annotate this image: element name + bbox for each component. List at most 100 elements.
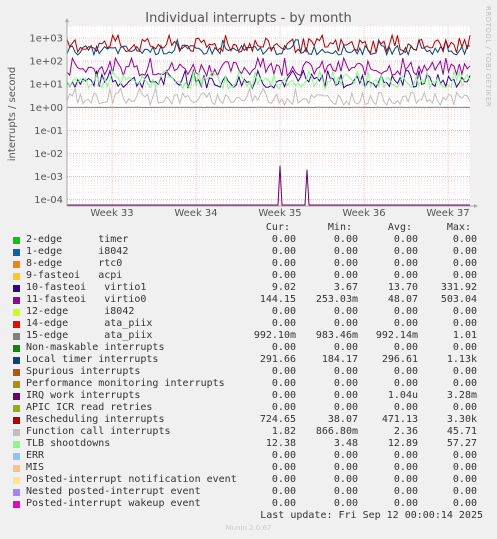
legend-label: Non-maskable interrupts <box>26 342 165 353</box>
legend-min-value: 983.46m <box>315 330 358 341</box>
legend-label: Performance monitoring interrupts <box>26 378 225 389</box>
y-tick-label: 1e+00 <box>29 103 63 114</box>
legend-label: Local timer interrupts <box>26 354 159 365</box>
legend-min-value: 0.00 <box>333 234 358 245</box>
column-header: Cur: <box>265 222 290 233</box>
legend-min-value: 3.67 <box>333 282 358 293</box>
legend-header: Cur: Min: Avg: Max: <box>0 222 497 234</box>
legend-label: ERR <box>26 450 45 461</box>
legend-label: 15-edge ata_piix <box>26 330 153 341</box>
y-tick-label: 1e-01 <box>34 126 63 137</box>
legend-max-value: 0.00 <box>452 318 477 329</box>
legend-min-value: 0.00 <box>333 462 358 473</box>
legend-cur-value: 0.00 <box>271 246 296 257</box>
x-tick-label: Week 36 <box>342 208 385 219</box>
legend-swatch <box>13 261 20 268</box>
legend-min-value: 0.00 <box>333 246 358 257</box>
legend-avg-value: 12.89 <box>387 438 418 449</box>
legend-cur-value: 724.65 <box>259 414 296 425</box>
chart-title: Individual interrupts - by month <box>145 11 352 26</box>
legend-avg-value: 2.36 <box>393 426 418 437</box>
legend-label: 12-edge i8042 <box>26 306 135 317</box>
legend-max-value: 3.30k <box>446 414 477 425</box>
legend-label: Spurious interrupts <box>26 366 141 377</box>
legend-cur-value: 0.00 <box>271 234 296 245</box>
legend-swatch <box>13 321 20 328</box>
legend-label: Posted-interrupt notification event <box>26 474 237 485</box>
x-tick-label: Week 34 <box>174 208 217 219</box>
column-header: Avg: <box>387 222 412 233</box>
legend-swatch <box>13 441 20 448</box>
legend-swatch <box>13 429 20 436</box>
legend-min-value: 0.00 <box>333 318 358 329</box>
legend-row: Rescheduling interrupts 724.65 38.07 471.13… <box>0 414 497 426</box>
legend-cur-value: 0.00 <box>271 462 296 473</box>
axes: 1e+03 1e+02 1e+01 1e+00 1e-01 1e-02 1e-03 1e-04… <box>29 18 478 219</box>
legend-avg-value: 13.70 <box>387 282 418 293</box>
legend-avg-value: 0.00 <box>393 402 418 413</box>
legend-max-value: 0.00 <box>452 402 477 413</box>
legend-min-value: 0.00 <box>333 402 358 413</box>
legend-swatch <box>13 249 20 256</box>
y-tick-label: 1e+01 <box>29 80 63 91</box>
legend-row: 10-fasteoi virtio1 9.02 3.67 13.70 331.92 <box>0 282 497 294</box>
legend-label: 10-fasteoi virtio1 <box>26 282 147 293</box>
legend-row: Nested posted-interrupt event 0.00 0.00 0.0… <box>0 486 497 498</box>
legend-cur-value: 144.15 <box>259 294 296 305</box>
legend-row: Spurious interrupts 0.00 0.00 0.00 0.00 <box>0 366 497 378</box>
legend-label: Rescheduling interrupts <box>26 414 165 425</box>
legend-swatch <box>13 357 20 364</box>
legend-max-value: 0.00 <box>452 378 477 389</box>
legend-min-value: 0.00 <box>333 486 358 497</box>
legend-swatch <box>13 477 20 484</box>
legend-avg-value: 0.00 <box>393 378 418 389</box>
legend-row: 15-edge ata_piix 992.10m 983.46m 992.14m 1.0… <box>0 330 497 342</box>
legend-min-value: 253.03m <box>315 294 358 305</box>
legend-avg-value: 0.00 <box>393 270 418 281</box>
legend-label: IRQ work interrupts <box>26 390 141 401</box>
legend-max-value: 1.13k <box>446 354 477 365</box>
legend-cur-value: 0.00 <box>271 306 296 317</box>
legend-swatch <box>13 285 20 292</box>
legend-max-value: 0.00 <box>452 234 477 245</box>
legend-label: Posted-interrupt wakeup event <box>26 498 201 509</box>
legend-label: 1-edge i8042 <box>26 246 129 257</box>
legend-row: MIS 0.00 0.00 0.00 0.00 <box>0 462 497 474</box>
legend-swatch <box>13 297 20 304</box>
legend-min-value: 0.00 <box>333 498 358 509</box>
legend-cur-value: 0.00 <box>271 390 296 401</box>
series-line <box>66 69 471 91</box>
legend-avg-value: 0.00 <box>393 366 418 377</box>
legend-cur-value: 0.00 <box>271 378 296 389</box>
legend-max-value: 0.00 <box>452 486 477 497</box>
legend-swatch <box>13 369 20 376</box>
legend-avg-value: 992.14m <box>375 330 418 341</box>
legend-max-value: 503.04 <box>440 294 477 305</box>
legend-cur-value: 992.10m <box>253 330 296 341</box>
legend-min-value: 0.00 <box>333 258 358 269</box>
legend-avg-value: 0.00 <box>393 486 418 497</box>
last-update: Last update: Fri Sep 12 00:00:14 2025 <box>260 510 483 521</box>
legend-swatch <box>13 345 20 352</box>
column-header: Max: <box>446 222 471 233</box>
legend-row: 12-edge i8042 0.00 0.00 0.00 0.00 <box>0 306 497 318</box>
legend-max-value: 0.00 <box>452 342 477 353</box>
y-tick-label: 1e-02 <box>34 149 63 160</box>
legend-min-value: 0.00 <box>333 450 358 461</box>
legend-avg-value: 296.61 <box>381 354 418 365</box>
legend-avg-value: 48.07 <box>387 294 418 305</box>
legend-avg-value: 0.00 <box>393 498 418 509</box>
legend-max-value: 3.28m <box>446 390 477 401</box>
legend-avg-value: 471.13 <box>381 414 418 425</box>
legend-swatch <box>13 465 20 472</box>
legend-swatch <box>13 333 20 340</box>
legend-max-value: 0.00 <box>452 246 477 257</box>
legend-max-value: 331.92 <box>440 282 477 293</box>
legend-avg-value: 0.00 <box>393 450 418 461</box>
legend-label: TLB shootdowns <box>26 438 111 449</box>
x-tick-label: Week 35 <box>258 208 301 219</box>
legend-min-value: 0.00 <box>333 474 358 485</box>
legend-avg-value: 0.00 <box>393 342 418 353</box>
legend-label: Function call interrupts <box>26 426 171 437</box>
legend-label: 9-fasteoi acpi <box>26 270 123 281</box>
